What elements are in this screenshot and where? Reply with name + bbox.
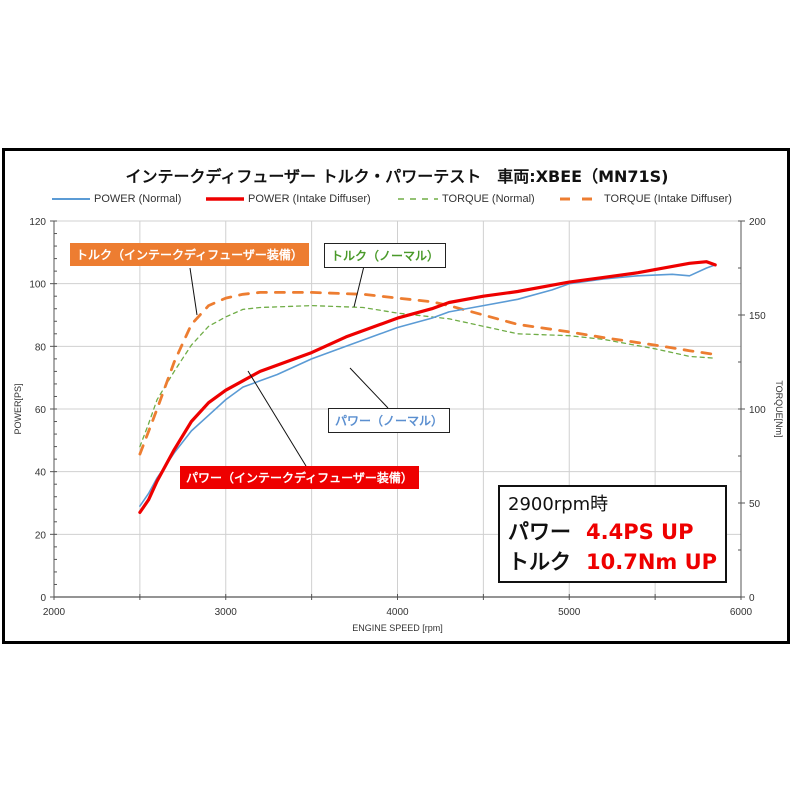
summary-torque-key: トルク bbox=[508, 550, 571, 574]
legend-swatch-torque-diffuser-icon bbox=[560, 197, 600, 201]
summary-condition: 2900rpm時 bbox=[508, 494, 609, 515]
svg-text:POWER[PS]: POWER[PS] bbox=[13, 383, 23, 434]
series-torque-normal bbox=[139, 304, 716, 448]
summary-power-value: 4.4PS UP bbox=[586, 520, 694, 544]
svg-text:0: 0 bbox=[40, 593, 46, 604]
summary-power-key: パワー bbox=[508, 520, 571, 544]
summary-torque-row: トルク 10.7Nm UP bbox=[508, 547, 717, 577]
axes: 0 20 40 60 80 100 120 0 50 100 150 200 2000 3000 4000 5… bbox=[13, 217, 784, 633]
svg-text:100: 100 bbox=[29, 280, 46, 291]
svg-text:0: 0 bbox=[749, 593, 755, 604]
callout-power-diffuser: パワー（インテークディフューザー装備） bbox=[180, 466, 419, 489]
svg-text:ENGINE SPEED [rpm]: ENGINE SPEED [rpm] bbox=[352, 623, 443, 633]
svg-text:3000: 3000 bbox=[215, 607, 238, 618]
svg-text:200: 200 bbox=[749, 217, 766, 228]
svg-text:6000: 6000 bbox=[730, 607, 753, 618]
legend: POWER (Normal) POWER (Intake Diffuser) T… bbox=[0, 193, 794, 209]
svg-text:80: 80 bbox=[35, 342, 47, 353]
legend-item-power-normal: POWER (Normal) bbox=[52, 193, 181, 205]
series-power-normal bbox=[139, 264, 717, 507]
summary-power-row: パワー 4.4PS UP bbox=[508, 517, 717, 547]
summary-box: 2900rpm時 パワー 4.4PS UP トルク 10.7Nm UP bbox=[498, 485, 727, 583]
series-power-intake-diffuser bbox=[138, 260, 717, 515]
svg-text:60: 60 bbox=[35, 405, 47, 416]
legend-swatch-power-normal-icon bbox=[52, 198, 90, 200]
chart-title: インテークディフューザー トルク・パワーテスト 車両:XBEE（MN71S) bbox=[125, 167, 669, 186]
svg-text:5000: 5000 bbox=[558, 607, 581, 618]
svg-text:4000: 4000 bbox=[386, 607, 409, 618]
svg-text:100: 100 bbox=[749, 405, 766, 416]
svg-text:20: 20 bbox=[35, 530, 47, 541]
summary-torque-value: 10.7Nm UP bbox=[586, 550, 718, 574]
svg-text:120: 120 bbox=[29, 217, 46, 228]
callout-power-normal: パワー（ノーマル） bbox=[328, 408, 451, 433]
callout-torque-diffuser: トルク（インテークディフューザー装備） bbox=[70, 243, 309, 266]
svg-text:40: 40 bbox=[35, 468, 47, 479]
svg-text:150: 150 bbox=[749, 311, 766, 322]
svg-text:2000: 2000 bbox=[43, 607, 66, 618]
svg-text:TORQUE[Nm]: TORQUE[Nm] bbox=[774, 380, 784, 437]
legend-item-power-diffuser: POWER (Intake Diffuser) bbox=[206, 193, 371, 205]
series-torque-intake-diffuser bbox=[138, 290, 717, 456]
legend-swatch-power-diffuser-icon bbox=[206, 197, 244, 201]
data-series bbox=[138, 260, 717, 515]
legend-item-torque-normal: TORQUE (Normal) bbox=[398, 193, 535, 205]
callout-leader-lines bbox=[189, 265, 389, 467]
svg-text:50: 50 bbox=[749, 499, 761, 510]
callout-torque-normal: トルク（ノーマル） bbox=[324, 243, 447, 268]
legend-item-torque-diffuser: TORQUE (Intake Diffuser) bbox=[560, 193, 732, 205]
